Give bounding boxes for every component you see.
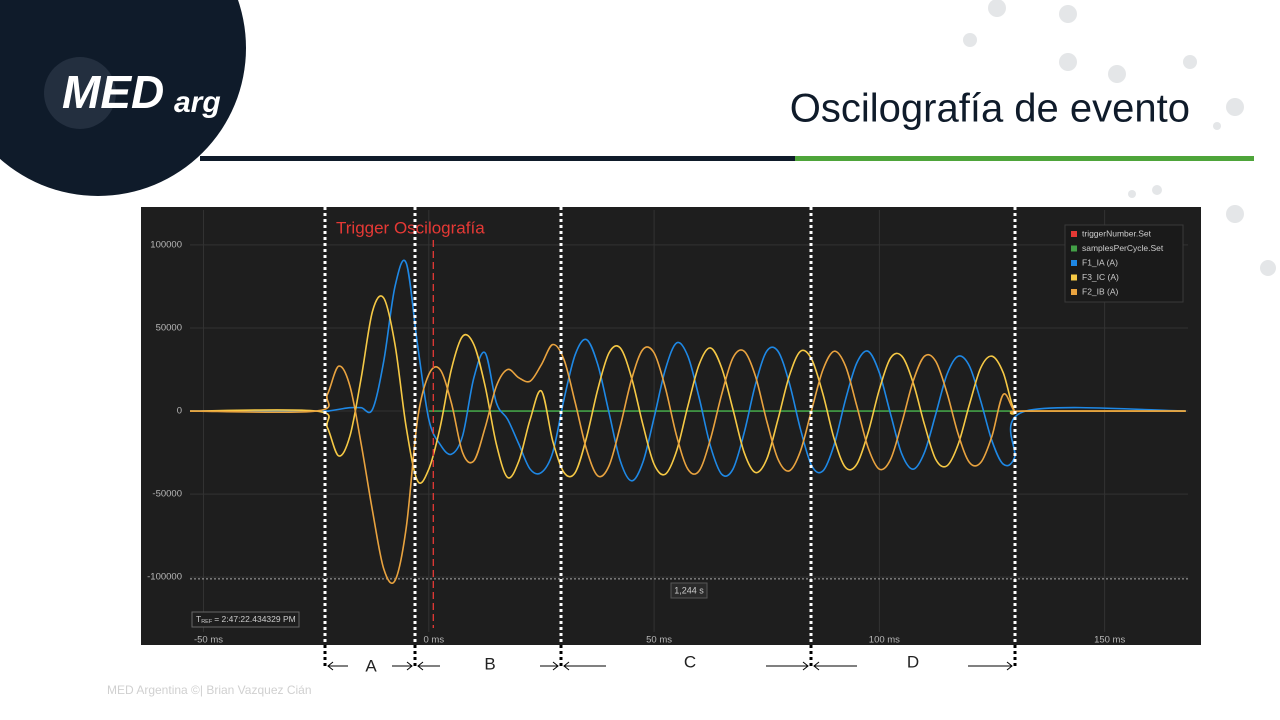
t-ref-box (191, 611, 300, 628)
x-tick-label: 150 ms (1094, 635, 1125, 646)
segment-label: B (484, 654, 495, 673)
x-tick-label: 100 ms (869, 635, 900, 646)
legend-label: samplesPerCycle.Set (1082, 243, 1164, 253)
x-tick-label: -50 ms (194, 635, 223, 646)
logo-main: MED (62, 66, 164, 118)
series-line (189, 295, 1186, 484)
y-tick-label: 50000 (156, 322, 182, 333)
legend-swatch (1071, 274, 1077, 281)
slide-title: Oscilografía de evento (790, 87, 1190, 131)
logo-suffix: arg (174, 86, 221, 119)
legend-swatch (1071, 260, 1077, 266)
cursor-label: 1,244 s (674, 585, 704, 595)
legend-label: triggerNumber.Set (1082, 228, 1152, 238)
segment-label: D (907, 652, 919, 671)
legend-swatch (1071, 231, 1077, 237)
decor-dots (963, 0, 1276, 276)
trigger-label: Trigger Oscilografía (336, 218, 485, 237)
segment-label: A (365, 656, 377, 675)
y-tick-label: 100000 (150, 239, 182, 250)
y-tick-label: -50000 (152, 489, 182, 500)
logo-circle (0, 0, 246, 196)
legend-swatch (1071, 289, 1077, 295)
x-tick-label: 50 ms (646, 635, 672, 646)
t-ref: TREF = 2:47:22.434329 PM (196, 614, 296, 625)
t-ref-text: = 2:47:22.434329 PM (214, 614, 296, 624)
title-rule (200, 156, 795, 161)
plot: -100000 -50000 0 50000 100000 -50 ms 0 ms 50 ms… (147, 210, 1188, 646)
y-tick-label: -100000 (147, 572, 182, 583)
y-tick-label: 0 (177, 406, 182, 417)
chart-background (141, 207, 1201, 645)
segment-label: C (684, 652, 696, 671)
legend: triggerNumber.Set samplesPerCycle.Set F1_I… (1064, 224, 1184, 303)
legend-label: F2_IB (A) (1082, 286, 1119, 296)
logo-blob (44, 57, 116, 129)
cursor-label-box (670, 582, 708, 599)
title-rule-accent (795, 156, 1254, 161)
t-ref-subscript: REF (201, 619, 213, 625)
legend-label: F3_IC (A) (1082, 272, 1119, 282)
segment-overlay: A B C D (323, 207, 1017, 675)
series-line (189, 343, 1186, 585)
legend-label: F1_IA (A) (1082, 257, 1118, 267)
legend-swatch (1071, 245, 1077, 252)
t-ref-symbol: T (196, 614, 201, 624)
series-line (189, 259, 1186, 482)
x-tick-label: 0 ms (424, 635, 445, 646)
legend-box (1064, 224, 1184, 303)
footer: MED Argentina ©| Brian Vazquez Cián (107, 683, 312, 697)
